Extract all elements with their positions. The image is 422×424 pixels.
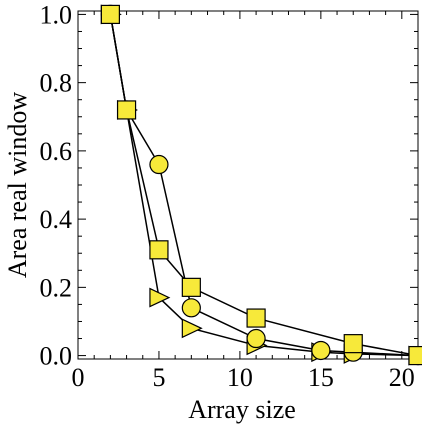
circle-marker	[311, 340, 331, 361]
x-tick-label: 20	[389, 363, 415, 392]
square-marker	[343, 334, 363, 354]
circle-marker	[246, 328, 266, 349]
y-tick-label: 0.6	[40, 137, 73, 166]
y-tick-label: 0.4	[40, 205, 73, 234]
plot-frame	[77, 10, 419, 360]
x-tick-label: 0	[72, 363, 85, 392]
series-line-square	[109, 14, 419, 357]
y-tick-label: 0.2	[40, 273, 73, 302]
y-tick-label: 0.0	[40, 342, 73, 371]
square-marker	[100, 4, 120, 25]
triangle-marker	[149, 287, 171, 308]
y-axis-label: Area real window	[3, 92, 32, 278]
x-axis-label: Array size	[188, 395, 296, 424]
circle-marker	[149, 154, 169, 175]
y-tick-label: 0.8	[40, 69, 73, 98]
x-tick-label: 5	[152, 363, 165, 392]
square-marker	[181, 277, 201, 297]
square-marker	[246, 308, 266, 328]
circle-marker	[181, 298, 201, 318]
x-tick-label: 15	[308, 363, 334, 392]
square-marker	[116, 100, 137, 120]
y-tick-label: 1.0	[40, 0, 73, 29]
square-marker	[149, 240, 169, 260]
series-line-triangle-right	[109, 14, 419, 357]
axes: 0 5 10 15 20 0.0 0.2 0.4 0.6 0.8 1.0	[40, 0, 419, 392]
square-marker	[408, 345, 422, 366]
series-layer	[100, 4, 422, 366]
series-line-circle	[109, 14, 419, 357]
triangle-marker	[181, 318, 203, 339]
x-tick-label: 10	[227, 363, 253, 392]
